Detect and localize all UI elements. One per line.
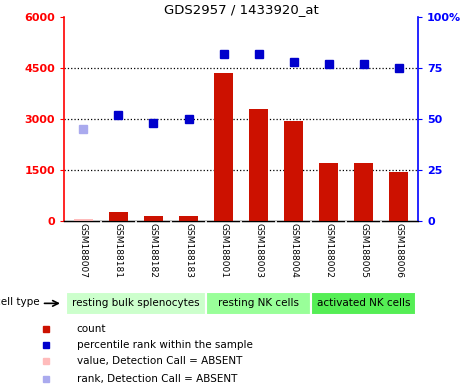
- Text: GSM188181: GSM188181: [114, 223, 123, 278]
- Text: value, Detection Call = ABSENT: value, Detection Call = ABSENT: [77, 356, 242, 366]
- Text: GSM188183: GSM188183: [184, 223, 193, 278]
- Bar: [74, 219, 93, 221]
- Bar: [249, 109, 268, 221]
- Bar: [66, 292, 206, 316]
- Text: percentile rank within the sample: percentile rank within the sample: [77, 340, 253, 350]
- Text: GSM188004: GSM188004: [289, 223, 298, 278]
- Text: activated NK cells: activated NK cells: [317, 298, 410, 308]
- Bar: [109, 212, 128, 221]
- Bar: [389, 172, 408, 221]
- Text: GSM188002: GSM188002: [324, 223, 333, 278]
- Text: GSM188007: GSM188007: [79, 223, 88, 278]
- Text: GSM188001: GSM188001: [219, 223, 228, 278]
- Text: GSM188006: GSM188006: [394, 223, 403, 278]
- Bar: [144, 217, 163, 221]
- Text: GSM188003: GSM188003: [254, 223, 263, 278]
- Text: cell type: cell type: [0, 297, 40, 307]
- Text: count: count: [77, 323, 106, 334]
- Text: GSM188005: GSM188005: [359, 223, 368, 278]
- Bar: [206, 292, 311, 316]
- Bar: [214, 73, 233, 221]
- Bar: [319, 163, 338, 221]
- Text: resting bulk splenocytes: resting bulk splenocytes: [72, 298, 200, 308]
- Bar: [354, 163, 373, 221]
- Bar: [284, 121, 303, 221]
- Bar: [311, 292, 416, 316]
- Title: GDS2957 / 1433920_at: GDS2957 / 1433920_at: [164, 3, 318, 16]
- Text: GSM188182: GSM188182: [149, 223, 158, 278]
- Text: resting NK cells: resting NK cells: [218, 298, 299, 308]
- Bar: [179, 215, 198, 221]
- Text: rank, Detection Call = ABSENT: rank, Detection Call = ABSENT: [77, 374, 237, 384]
